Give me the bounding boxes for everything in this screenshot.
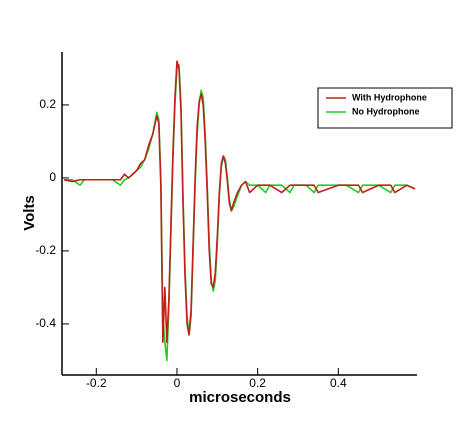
series-line	[64, 63, 416, 362]
legend-label: With Hydrophone	[352, 92, 427, 102]
y-tick-label: -0.4	[35, 316, 56, 330]
x-tick-label: 0	[174, 376, 181, 390]
x-axis-title: microseconds	[189, 389, 291, 406]
y-tick-label: 0	[49, 170, 56, 184]
x-tick-label: 0.4	[330, 376, 347, 390]
series-line	[63, 60, 416, 343]
x-tick-label: -0.2	[86, 376, 107, 390]
legend-box	[317, 87, 453, 129]
legend-label: No Hydrophone	[352, 106, 420, 116]
y-axis-title: Volts	[21, 195, 38, 231]
y-tick-label: 0.2	[39, 97, 56, 111]
y-tick-label: -0.2	[35, 243, 56, 257]
x-tick-label: 0.2	[249, 376, 266, 390]
